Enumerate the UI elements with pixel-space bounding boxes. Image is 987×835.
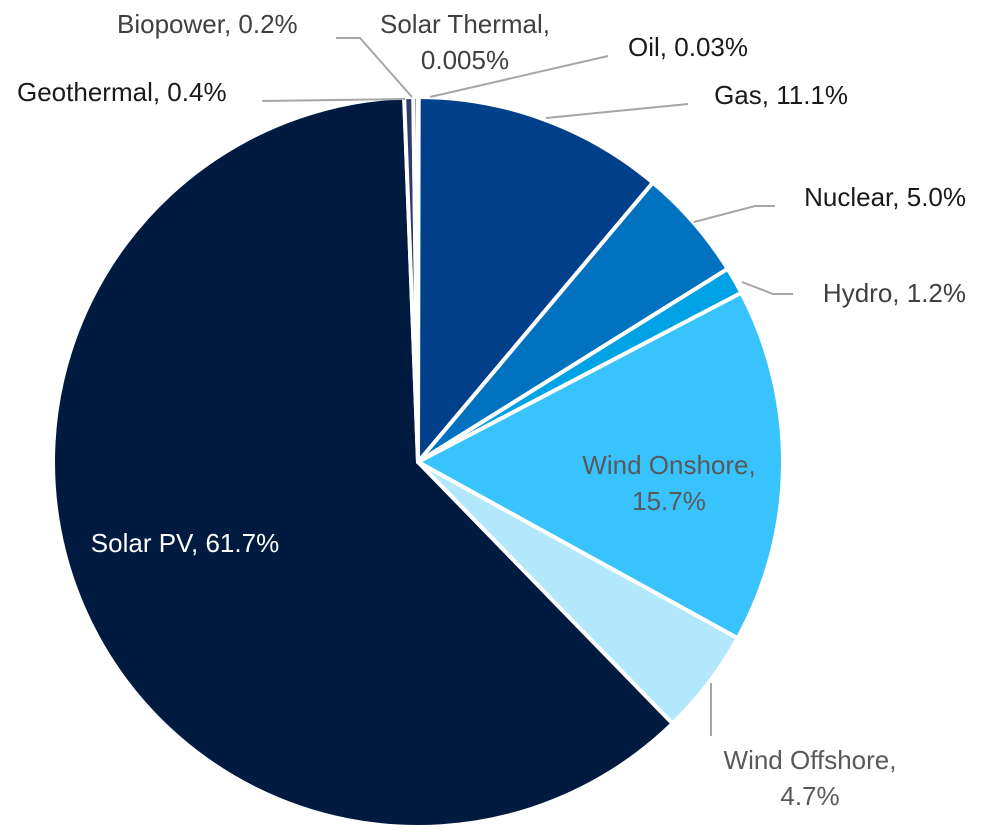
slice-label-name-wind-offshore: Wind Offshore, <box>724 745 897 775</box>
slice-label-value-hydro: 1.2% <box>907 278 966 308</box>
slice-label-wind-onshore: Wind Onshore, 15.7% <box>582 450 755 516</box>
slice-label-oil: Oil, 0.03% <box>628 32 748 62</box>
pie-slice-wind-onshore <box>416 290 785 641</box>
slice-label-name-solar-pv: Solar PV, <box>91 528 206 558</box>
leader-line-nuclear <box>693 205 775 223</box>
slice-label-value-oil: 0.03% <box>674 32 748 62</box>
slice-label-value-geothermal: 0.4% <box>167 77 226 107</box>
leader-line-gas <box>545 103 689 119</box>
pie-slices <box>51 94 785 829</box>
slice-label-biopower: Biopower, 0.2% <box>117 9 298 39</box>
slice-label-solar-thermal: Solar Thermal, 0.005% <box>380 9 550 75</box>
slice-label-value-wind-onshore: 15.7% <box>632 486 706 516</box>
slice-label-value-solar-thermal: 0.005% <box>421 45 509 75</box>
slice-label-value-gas: 11.1% <box>776 80 848 110</box>
slice-label-name-gas: Gas, <box>714 80 776 110</box>
slice-label-name-hydro: Hydro, <box>823 278 907 308</box>
slice-label-name-geothermal: Geothermal, <box>17 77 167 107</box>
pie-slice-gas <box>416 95 655 464</box>
slice-label-value-solar-pv: 61.7% <box>205 528 279 558</box>
slice-label-value-nuclear: 5.0% <box>907 182 966 212</box>
leader-line-biopower <box>336 37 413 98</box>
slice-label-name-wind-onshore: Wind Onshore, <box>582 450 755 480</box>
slice-label-value-biopower: 0.2% <box>238 9 297 39</box>
slice-label-name-nuclear: Nuclear, <box>804 182 907 212</box>
leader-line-oil <box>429 55 609 98</box>
slice-label-gas: Gas, 11.1% <box>714 80 848 110</box>
slice-label-nuclear: Nuclear, 5.0% <box>804 182 966 212</box>
leader-lines <box>261 37 793 736</box>
slice-label-name-solar-thermal: Solar Thermal, <box>380 9 550 39</box>
slice-label-solar-pv: Solar PV, 61.7% <box>91 528 279 558</box>
leader-line-hydro <box>741 281 793 295</box>
slice-label-name-biopower: Biopower, <box>117 9 238 39</box>
slice-label-geothermal: Geothermal, 0.4% <box>17 77 227 107</box>
slice-label-hydro: Hydro, 1.2% <box>823 278 966 308</box>
slice-labels: Oil, 0.03% Gas, 11.1% Nuclear, 5.0% Hydro, … <box>17 9 966 811</box>
pie-slice-solar-pv <box>51 95 675 829</box>
slice-label-value-wind-offshore: 4.7% <box>780 781 839 811</box>
slice-label-wind-offshore: Wind Offshore, 4.7% <box>724 745 897 811</box>
slice-label-name-oil: Oil, <box>628 32 674 62</box>
leader-line-geothermal <box>261 98 406 102</box>
